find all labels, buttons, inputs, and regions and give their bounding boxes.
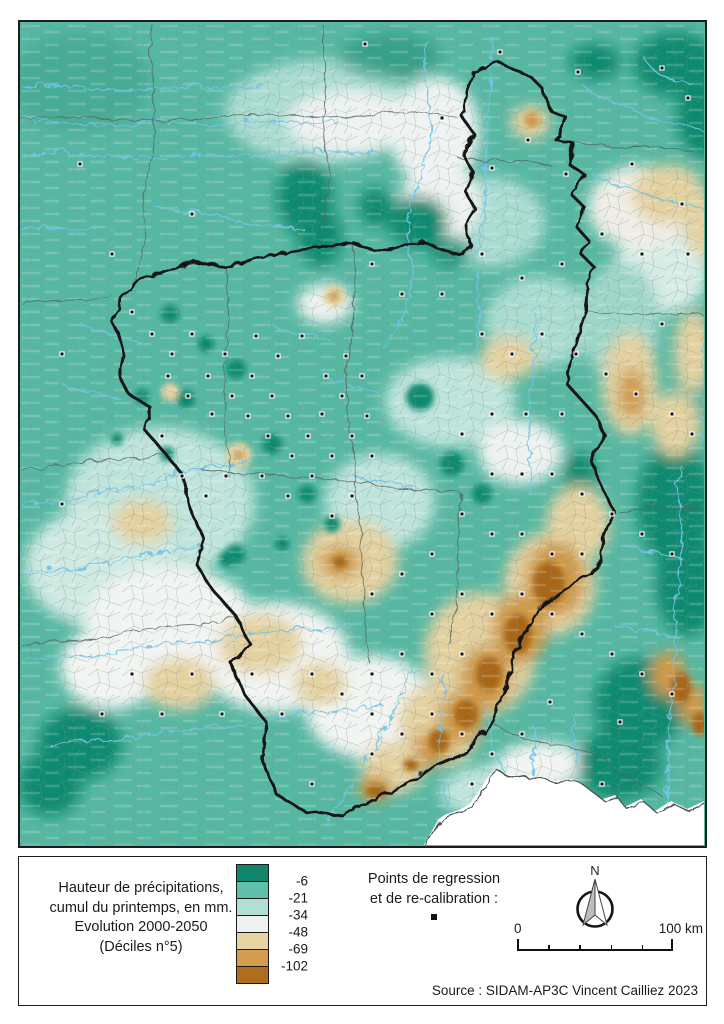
sea bbox=[424, 769, 704, 845]
scale-bar-line bbox=[517, 938, 673, 951]
ramp-swatch bbox=[236, 949, 269, 967]
ramp-label: -102 bbox=[280, 958, 308, 974]
scale-bar: 0 100 km bbox=[514, 921, 703, 951]
legend-color-ramp: -6 -21 -34 -48 -69 -102 bbox=[236, 864, 308, 984]
scale-start-label: 0 bbox=[514, 921, 522, 936]
rivers bbox=[20, 33, 704, 835]
department-boundaries bbox=[20, 22, 704, 795]
text-line: Evolution 2000-2050 bbox=[74, 919, 208, 935]
text-line: et de re-calibration : bbox=[369, 890, 499, 907]
ramp-label: -48 bbox=[288, 924, 308, 940]
text-line: cumul du printemps, en mm. bbox=[49, 899, 233, 916]
ramp-swatch bbox=[236, 881, 269, 899]
coastline bbox=[423, 768, 704, 845]
text-line: Hauteur de précipitations, bbox=[58, 880, 224, 896]
regression-point-symbol bbox=[431, 914, 437, 920]
ramp-label: -69 bbox=[288, 941, 308, 957]
precipitation-map bbox=[20, 22, 704, 845]
legend-title: Hauteur de précipitations, cumul du print… bbox=[33, 879, 249, 957]
legend-panel: Hauteur de précipitations, cumul du print… bbox=[18, 856, 707, 1006]
ramp-swatch bbox=[236, 932, 269, 950]
north-label: N bbox=[590, 863, 599, 878]
scale-end-label: 100 km bbox=[658, 921, 703, 936]
region-boundary bbox=[110, 57, 614, 816]
source-credit: Source : SIDAM-AP3C Vincent Cailliez 202… bbox=[431, 983, 698, 998]
ramp-label: -21 bbox=[288, 890, 308, 906]
text-line: Points de regression bbox=[367, 871, 501, 887]
ramp-swatch bbox=[236, 864, 269, 882]
regression-points bbox=[59, 41, 695, 787]
ramp-label: -34 bbox=[288, 907, 308, 923]
ramp-swatch bbox=[236, 898, 269, 916]
text-line: (Déciles n°5) bbox=[99, 938, 183, 955]
ramp-label: -6 bbox=[295, 873, 308, 889]
regression-points-label: Points de regression et de re-calibration… bbox=[334, 870, 534, 909]
north-arrow-icon: N bbox=[576, 863, 614, 928]
map-canvas bbox=[18, 20, 707, 848]
ramp-swatch bbox=[236, 915, 269, 933]
ramp-swatch bbox=[236, 966, 269, 984]
commune-boundaries-texture bbox=[20, 22, 704, 845]
